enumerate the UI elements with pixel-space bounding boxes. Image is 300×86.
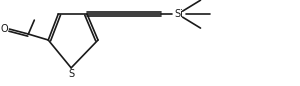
Text: Si: Si [174,9,183,19]
Text: O: O [1,24,8,34]
Text: S: S [68,69,74,79]
